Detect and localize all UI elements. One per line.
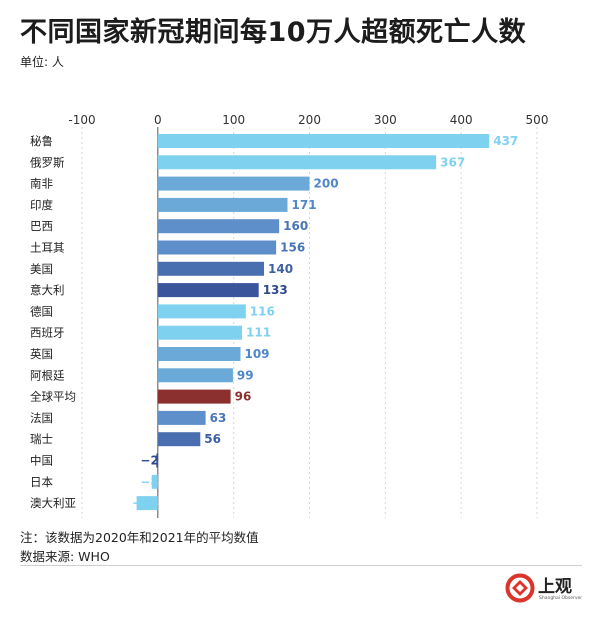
category-layer: 秘鲁俄罗斯南非印度巴西土耳其美国意大利德国西班牙英国阿根廷全球平均法国瑞士中国日… xyxy=(30,134,76,510)
category-label: 美国 xyxy=(30,262,53,276)
bar xyxy=(157,219,280,234)
footnote: 注：该数据为2020年和2021年的平均数值 xyxy=(20,530,259,545)
bar xyxy=(157,347,241,361)
category-label: 全球平均 xyxy=(30,390,76,404)
bar xyxy=(157,261,264,276)
category-label: 印度 xyxy=(30,198,53,212)
bar-layer xyxy=(136,134,490,511)
value-label: 99 xyxy=(237,368,254,382)
value-label-layer: 437 367 200 171 160 156 140 133 116 111 109 99 96 63 5… xyxy=(132,134,518,510)
bar xyxy=(151,474,158,489)
value-label: 109 xyxy=(244,347,269,361)
value-label: −28 xyxy=(132,496,159,510)
brand-name: 上观 xyxy=(538,577,572,597)
category-label: 巴西 xyxy=(30,219,53,233)
category-label: 英国 xyxy=(30,347,53,361)
tick-layer: -100 0 100 200 300 400 500 xyxy=(68,113,548,127)
category-label: 德国 xyxy=(30,304,53,318)
value-label: 56 xyxy=(204,432,221,446)
x-tick-label: 200 xyxy=(298,113,321,127)
x-tick-label: -100 xyxy=(68,113,95,127)
value-label: 111 xyxy=(246,326,271,340)
bar xyxy=(157,240,277,255)
value-label: 200 xyxy=(314,177,339,191)
category-label: 俄罗斯 xyxy=(30,155,65,169)
value-label: 437 xyxy=(493,134,518,148)
bar xyxy=(157,304,246,319)
value-label: 63 xyxy=(210,411,227,425)
bar xyxy=(157,155,437,170)
value-label: 133 xyxy=(263,283,288,297)
brand-logo: 上观 Shanghai Observer xyxy=(505,570,595,610)
x-tick-label: 500 xyxy=(526,113,549,127)
unit-label: 单位: 人 xyxy=(20,55,64,69)
value-label: −2 xyxy=(140,454,158,468)
value-label: 160 xyxy=(283,219,308,233)
category-label: 法国 xyxy=(30,411,53,425)
category-label: 日本 xyxy=(30,475,53,489)
x-tick-label: 300 xyxy=(374,113,397,127)
value-label: 171 xyxy=(292,198,317,212)
bar-chart: -100 0 100 200 300 400 500 秘鲁俄罗斯南非印度巴西土耳其美国意大利… xyxy=(30,113,548,518)
brand-mark-icon xyxy=(505,573,535,603)
grid-layer xyxy=(81,127,538,518)
value-label: 156 xyxy=(280,241,305,255)
category-label: 南非 xyxy=(30,177,53,191)
category-label: 阿根廷 xyxy=(30,368,65,382)
bar xyxy=(157,176,310,191)
category-label: 澳大利亚 xyxy=(30,496,76,510)
x-tick-label: 100 xyxy=(222,113,245,127)
data-source: 数据来源: WHO xyxy=(20,549,110,564)
bar xyxy=(157,432,201,447)
bar xyxy=(157,325,243,340)
bar xyxy=(157,134,490,148)
bar xyxy=(157,410,206,425)
bar xyxy=(157,197,288,212)
value-label: 367 xyxy=(440,155,465,169)
category-label: 意大利 xyxy=(30,283,65,297)
category-label: 中国 xyxy=(30,454,53,468)
value-label: 96 xyxy=(235,390,252,404)
value-label: 140 xyxy=(268,262,293,276)
bar xyxy=(156,453,158,468)
bar xyxy=(136,496,158,511)
category-label: 西班牙 xyxy=(30,326,65,340)
category-label: 瑞士 xyxy=(30,432,53,446)
category-label: 土耳其 xyxy=(30,241,65,255)
brand-subtitle: Shanghai Observer xyxy=(539,596,583,601)
chart-title: 不同国家新冠期间每10万人超额死亡人数 xyxy=(20,17,527,48)
bar xyxy=(157,389,231,404)
x-tick-label: 400 xyxy=(450,113,473,127)
value-label: −8 xyxy=(140,475,158,489)
x-tick-label: 0 xyxy=(154,113,162,127)
bar xyxy=(157,283,259,298)
footer-divider xyxy=(20,565,582,566)
category-label: 秘鲁 xyxy=(30,134,53,148)
value-label: 116 xyxy=(250,304,275,318)
bar xyxy=(157,368,233,383)
